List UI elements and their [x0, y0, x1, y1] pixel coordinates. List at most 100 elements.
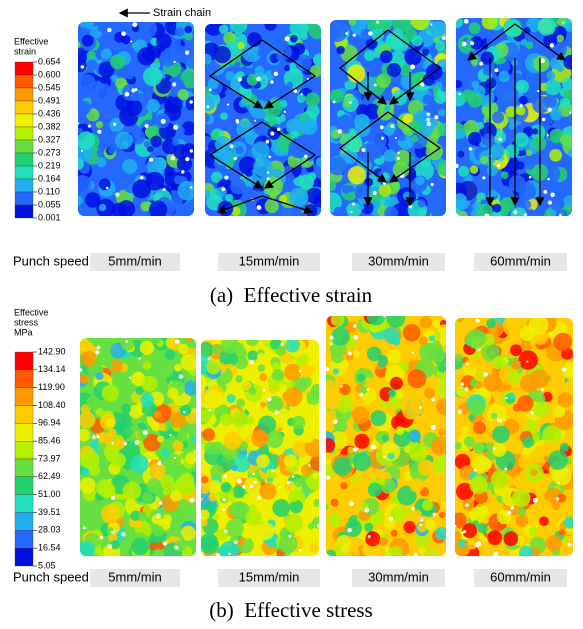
contour-blob: [264, 24, 277, 31]
contour-blob: [562, 77, 572, 90]
legend-swatch: [14, 494, 34, 513]
contour-blob: [567, 149, 572, 158]
contour-blob: [391, 202, 411, 216]
speed-value: 60mm/min: [490, 569, 551, 584]
contour-blob: [86, 59, 98, 71]
contour-blob: [216, 186, 227, 198]
contour-blob: [486, 165, 498, 177]
contour-blob: [306, 187, 321, 204]
contour-blob: [476, 366, 485, 375]
gap: [549, 43, 555, 48]
contour-blob: [424, 387, 435, 399]
contour-blob: [173, 363, 182, 372]
gap: [142, 430, 148, 435]
contour-blob: [266, 468, 276, 479]
contour-blob: [378, 184, 392, 197]
gap: [266, 171, 270, 174]
contour-blob: [517, 507, 527, 517]
contour-blob: [508, 123, 515, 130]
gap: [373, 83, 377, 87]
contour-blob: [326, 379, 336, 391]
contour-blob: [413, 90, 421, 99]
contour-blob: [238, 537, 246, 546]
contour-blob: [140, 393, 155, 408]
legend-label: 5.05: [38, 560, 56, 570]
legend-label: 73.97: [38, 453, 61, 463]
contour-blob: [396, 485, 417, 506]
gap: [181, 170, 185, 174]
gap: [337, 129, 343, 134]
contour-blob: [315, 157, 321, 167]
contour-blob: [153, 470, 163, 480]
contour-blob: [309, 543, 319, 553]
contour-blob: [256, 522, 275, 541]
gap: [105, 186, 109, 190]
contour-blob: [393, 338, 401, 346]
gap: [442, 36, 446, 40]
contour-blob: [352, 475, 359, 483]
legend-swatch: [14, 191, 34, 206]
contour-blob: [415, 176, 425, 186]
contour-blob: [205, 113, 210, 124]
legend-swatch: [14, 423, 34, 442]
contour-blob: [257, 364, 266, 372]
contour-blob: [456, 18, 464, 28]
gap: [224, 529, 228, 534]
contour-blob: [151, 338, 161, 344]
contour-blob: [428, 193, 439, 204]
contour-blob: [383, 149, 397, 162]
contour-blob: [229, 24, 248, 34]
legend-label: 0.436: [38, 108, 61, 118]
gap: [361, 147, 366, 153]
contour-blob: [336, 490, 349, 502]
legend-swatch: [14, 351, 34, 370]
contour-blob: [159, 474, 175, 490]
contour-blob: [120, 440, 141, 461]
contour-blob: [435, 526, 446, 540]
gap: [183, 410, 186, 414]
contour-blob: [284, 363, 302, 381]
contour-blob: [464, 359, 475, 371]
contour-blob: [98, 203, 107, 212]
contour-blob: [436, 382, 446, 400]
contour-blob: [207, 78, 219, 90]
speed-value: 60mm/min: [490, 253, 551, 268]
contour-blob: [565, 526, 573, 535]
contour-blob: [160, 365, 174, 378]
contour-blob: [78, 174, 92, 194]
contour-blob: [278, 202, 299, 216]
gap: [349, 501, 354, 506]
contour-blob: [293, 477, 303, 488]
contour-blob: [531, 136, 547, 151]
contour-blob: [181, 143, 194, 160]
gap: [498, 137, 503, 142]
legend-label: 119.90: [38, 382, 65, 392]
contour-blob: [260, 401, 267, 408]
gap: [528, 175, 532, 179]
contour-blob: [516, 106, 526, 116]
gap: [228, 552, 231, 556]
gap: [420, 82, 425, 87]
contour-blob: [486, 154, 496, 164]
contour-blob: [108, 146, 116, 154]
gap: [229, 144, 234, 149]
gap: [547, 177, 550, 181]
gap: [466, 362, 469, 366]
gap: [380, 136, 385, 140]
contour-blob: [298, 174, 315, 190]
contour-blob: [284, 65, 291, 72]
legend-swatch: [14, 87, 34, 102]
gap: [157, 461, 162, 466]
contour-blob: [438, 511, 446, 519]
contour-blob: [456, 482, 474, 501]
contour-blob: [78, 131, 96, 150]
contour-blob: [553, 332, 573, 352]
gap: [431, 397, 436, 402]
gap: [173, 60, 176, 63]
gap: [189, 497, 195, 503]
gap: [265, 139, 270, 144]
contour-blob: [97, 24, 106, 33]
contour-blob: [179, 404, 191, 417]
contour-blob: [336, 45, 345, 55]
contour-blob: [373, 49, 382, 59]
